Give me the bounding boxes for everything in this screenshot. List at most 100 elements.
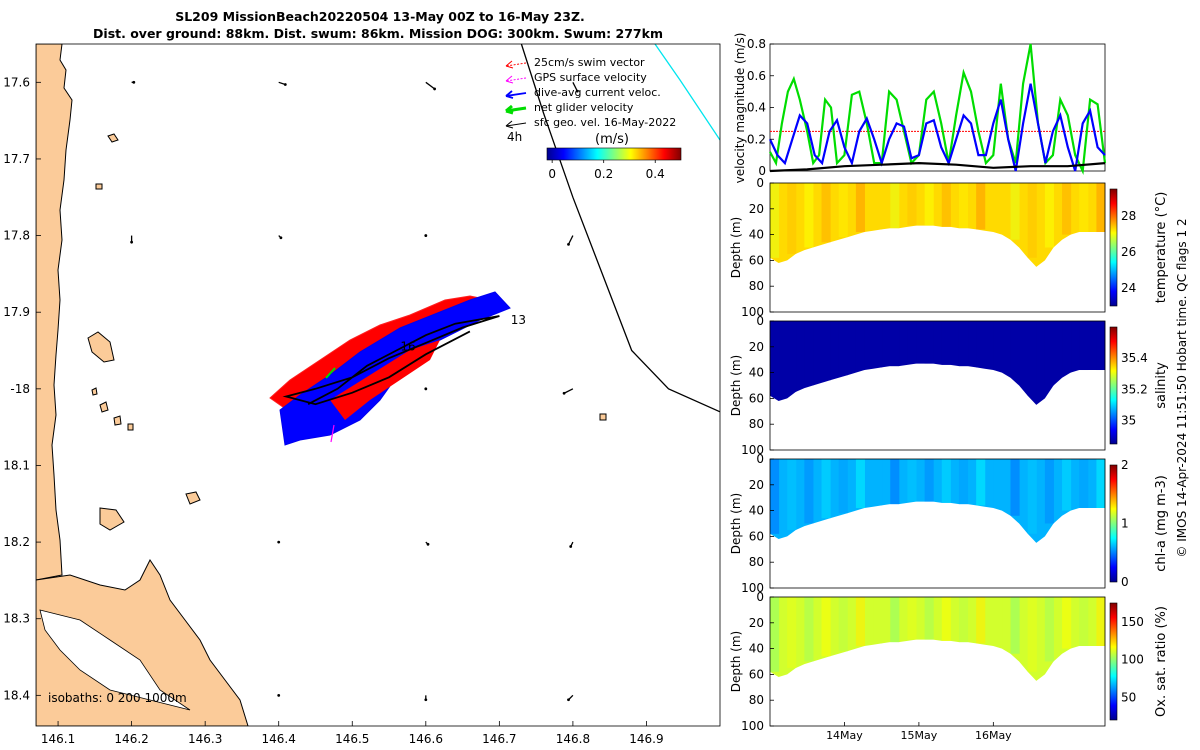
gps-surface-velocity-arrow — [330, 424, 335, 443]
velocity-series — [769, 43, 1107, 176]
section-texture — [941, 459, 951, 503]
section-y-label: Depth (m) — [729, 631, 743, 692]
depth-tick-label: 80 — [749, 555, 764, 569]
geo-vector-arrow — [563, 388, 574, 394]
section-texture — [1096, 183, 1106, 233]
geo-vector-head — [424, 387, 428, 391]
section-texture — [873, 321, 883, 368]
section-colorbar-tick-label: 100 — [1121, 653, 1144, 667]
map-y-tick-label: 17.9 — [3, 305, 30, 319]
section-texture — [1096, 597, 1106, 647]
legend-label: net glider velocity — [534, 101, 634, 114]
section-texture — [993, 597, 1003, 647]
section-colorbar-tick-label: 2 — [1121, 458, 1129, 472]
section-texture — [787, 183, 797, 254]
geo-vector-head — [569, 545, 573, 548]
map-x-tick-label: 146.1 — [41, 732, 75, 746]
depth-tick-label: 80 — [749, 693, 764, 707]
legend-label: GPS surface velocity — [534, 71, 647, 84]
section-texture — [958, 459, 969, 505]
geo-vector-head — [424, 698, 428, 702]
glider-track-line — [282, 315, 500, 406]
velocity-y-tick-label: 0.6 — [747, 69, 766, 83]
section-texture — [804, 459, 814, 524]
section-texture — [1044, 597, 1054, 662]
depth-tick-label: 80 — [749, 417, 764, 431]
hour-label: 4h — [507, 130, 522, 144]
section-texture — [1096, 321, 1106, 371]
section-texture — [1096, 459, 1106, 509]
section-frame — [769, 182, 1106, 313]
geo-vector-arrow — [567, 235, 574, 245]
velocity-series-line — [769, 83, 1106, 172]
map-x-tick-label: 146.8 — [556, 732, 590, 746]
section-panel: 0 20 40 60 80 100 Depth (m) 24 26 28 temperature (… — [729, 176, 1169, 319]
channel-water — [39, 609, 191, 711]
cyan-track-line — [654, 44, 720, 141]
velocity-y-tick-label: 0.2 — [747, 132, 766, 146]
section-texture — [1044, 459, 1054, 524]
section-y-label: Depth (m) — [729, 355, 743, 416]
map-x-tick-label: 146.9 — [629, 732, 663, 746]
geo-vector-head — [426, 542, 430, 546]
geo-vector-head — [130, 240, 134, 244]
section-texture — [1062, 183, 1072, 235]
section-colorbar-label: Ox. sat. ratio (%) — [1154, 606, 1169, 717]
depth-tick-label: 40 — [749, 228, 764, 242]
map-colorbar-ticks: 0 0.2 0.4 — [548, 160, 665, 181]
section-texture — [1010, 597, 1020, 654]
legend-arrowhead — [505, 90, 514, 99]
section-texture — [1027, 183, 1037, 258]
legend-arrowhead — [505, 104, 514, 115]
map-y-ticks: 17.6 17.7 17.8 17.9 -18 18.1 18.2 18.3 18.4 — [3, 75, 41, 702]
map-y-tick-label: 17.6 — [3, 75, 30, 89]
section-y-label: Depth (m) — [729, 217, 743, 278]
map-x-tick-label: 146.5 — [335, 732, 369, 746]
section-texture — [873, 459, 883, 506]
section-texture — [770, 597, 780, 672]
map-colorbar-tick-label: 0.4 — [646, 167, 665, 181]
legend-arrowhead — [505, 120, 514, 129]
velocity-series-line — [769, 161, 1106, 173]
velocity-y-ticks: 0 0.2 0.4 0.6 0.8 — [747, 37, 774, 178]
section-texture — [907, 459, 917, 502]
section-texture — [855, 321, 865, 371]
map-frame — [35, 43, 721, 727]
island-family-2 — [113, 415, 122, 426]
section-colorbar — [1109, 602, 1118, 721]
section-colorbar-label: salinity — [1154, 362, 1169, 409]
section-texture — [941, 597, 951, 641]
section-texture — [787, 321, 797, 392]
section-texture — [924, 459, 934, 502]
section-colorbar-tick-label: 35.4 — [1121, 351, 1148, 365]
legend-label: dive-avg current veloc. — [534, 86, 661, 99]
velocity-y-tick-label: 0.8 — [747, 37, 766, 51]
section-texture — [890, 321, 900, 367]
geo-vector-head — [279, 236, 283, 240]
section-texture — [958, 183, 969, 229]
velocity-panel: 0 0.2 0.4 0.6 0.8 velocity magnitude (m/s) — [733, 33, 1107, 183]
section-texture — [1010, 183, 1020, 240]
geo-vector-head — [424, 234, 428, 237]
section-texture — [924, 321, 934, 364]
map-panel: 146.1 146.2 146.3 146.4 146.5 146.6 146.7 146.8… — [3, 43, 721, 746]
section-texture — [1062, 321, 1072, 373]
section-texture — [770, 459, 780, 534]
depth-tick-label: 20 — [749, 340, 764, 354]
section-colorbar-tick-label: 35 — [1121, 414, 1136, 428]
velocity-y-tick-label: 0 — [758, 164, 766, 178]
geo-vector-head — [433, 87, 437, 91]
section-texture — [1010, 459, 1020, 516]
depth-tick-label: 0 — [756, 590, 764, 604]
depth-tick-label: 80 — [749, 279, 764, 293]
legend-label: sfc geo. vel. 16-May-2022 — [534, 116, 676, 129]
track-label: 13 — [511, 313, 526, 327]
geo-vector-arrow — [425, 81, 435, 90]
section-texture — [976, 597, 986, 644]
island-brook — [185, 491, 201, 505]
depth-tick-label: 60 — [749, 667, 764, 681]
island-dunk — [87, 331, 115, 363]
section-colorbar-tick-label: 50 — [1121, 690, 1136, 704]
